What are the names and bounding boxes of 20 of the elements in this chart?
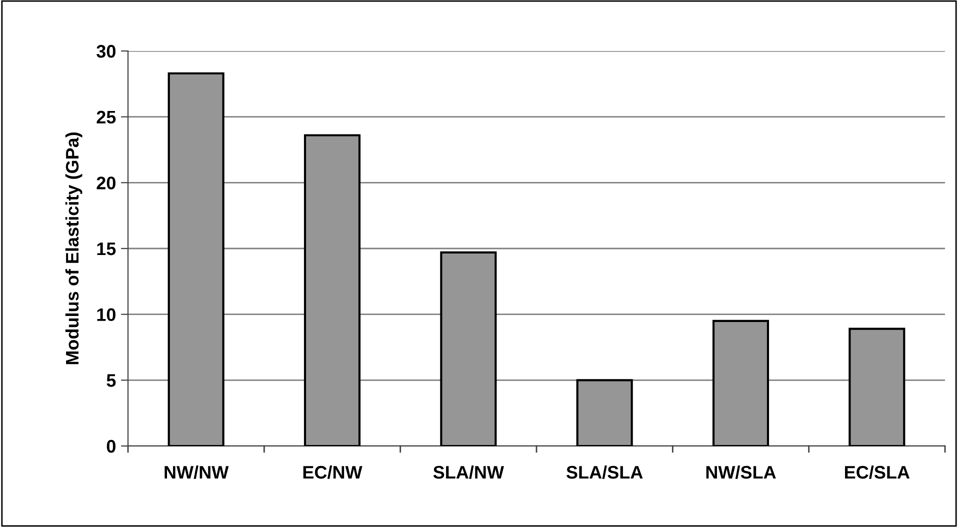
bar (168, 72, 224, 446)
y-tick-label: 20 (96, 176, 116, 190)
bar (440, 251, 497, 446)
y-tick-label: 25 (96, 110, 116, 124)
bar (576, 379, 633, 446)
y-tick-label: 30 (96, 44, 116, 58)
y-tick-label: 15 (97, 242, 116, 256)
x-tick-label: EC/SLA (845, 465, 910, 479)
y-axis-title: Modulus of Elasticity (GPa) (65, 132, 82, 364)
bar (848, 328, 906, 446)
bar (712, 320, 770, 446)
y-tick-label: 0 (106, 440, 116, 453)
bar (304, 134, 361, 446)
x-tick-label: EC/NW (303, 465, 362, 479)
y-tick-label: 10 (97, 308, 116, 322)
x-tick-label: NW/NW (164, 465, 229, 479)
x-tick-label: SLA/NW (433, 465, 504, 479)
x-tick-label: NW/SLA (706, 465, 776, 479)
x-tick-label: SLA/SLA (566, 465, 643, 479)
y-tick-label: 5 (106, 374, 116, 387)
